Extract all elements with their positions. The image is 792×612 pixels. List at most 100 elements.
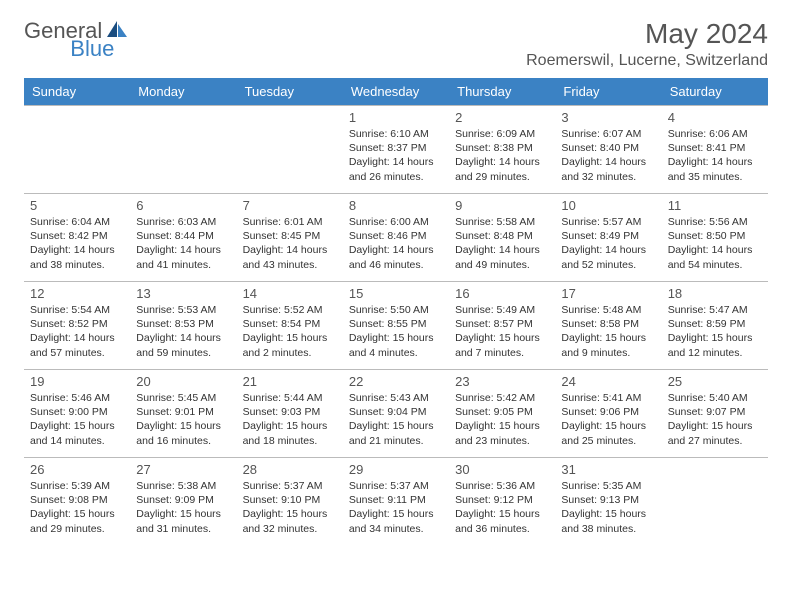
calendar-day-cell: 19 Sunrise: 5:46 AMSunset: 9:00 PMDayligh… <box>24 370 130 458</box>
calendar-day-cell: 11Sunrise: 5:56 AMSunset: 8:50 PMDayligh… <box>662 194 768 282</box>
calendar-day-cell: 10Sunrise: 5:57 AMSunset: 8:49 PMDayligh… <box>555 194 661 282</box>
day-number: 23 <box>455 374 549 389</box>
calendar-day-cell: 30Sunrise: 5:36 AMSunset: 9:12 PMDayligh… <box>449 458 555 546</box>
calendar-table: Sunday Monday Tuesday Wednesday Thursday… <box>24 78 768 546</box>
daylight-line: Daylight: 14 hours and 29 minutes. <box>455 155 549 183</box>
calendar-week-row: 26Sunrise: 5:39 AMSunset: 9:08 PMDayligh… <box>24 458 768 546</box>
sunrise-line: Sunrise: 5:49 AM <box>455 303 549 317</box>
sunset-line: Sunset: 8:54 PM <box>243 317 337 331</box>
day-info: Sunrise: 6:09 AMSunset: 8:38 PMDaylight:… <box>455 127 549 184</box>
day-header: Thursday <box>449 78 555 106</box>
day-header: Sunday <box>24 78 130 106</box>
day-number: 27 <box>136 462 230 477</box>
sunrise-line: Sunrise: 5:46 AM <box>30 391 124 405</box>
daylight-line: Daylight: 15 hours and 21 minutes. <box>349 419 443 447</box>
sunrise-line: Sunrise: 5:53 AM <box>136 303 230 317</box>
daylight-line: Daylight: 15 hours and 34 minutes. <box>349 507 443 535</box>
sunset-line: Sunset: 9:09 PM <box>136 493 230 507</box>
sunset-line: Sunset: 9:12 PM <box>455 493 549 507</box>
day-number: 15 <box>349 286 443 301</box>
sunrise-line: Sunrise: 5:35 AM <box>561 479 655 493</box>
calendar-day-cell <box>662 458 768 546</box>
calendar-week-row: 12 Sunrise: 5:54 AMSunset: 8:52 PMDayligh… <box>24 282 768 370</box>
day-number: 11 <box>668 198 762 213</box>
title-block: May 2024 Roemerswil, Lucerne, Switzerlan… <box>526 18 768 70</box>
day-info: Sunrise: 5:37 AMSunset: 9:10 PMDaylight:… <box>243 479 337 536</box>
calendar-day-cell: 17Sunrise: 5:48 AMSunset: 8:58 PMDayligh… <box>555 282 661 370</box>
calendar-day-cell: 7Sunrise: 6:01 AMSunset: 8:45 PMDaylight… <box>237 194 343 282</box>
daylight-line: Daylight: 14 hours and 43 minutes. <box>243 243 337 271</box>
daylight-line: Daylight: 14 hours and 26 minutes. <box>349 155 443 183</box>
sunset-line: Sunset: 8:59 PM <box>668 317 762 331</box>
day-number: 19 <box>30 374 124 389</box>
day-info: Sunrise: 5:48 AMSunset: 8:58 PMDaylight:… <box>561 303 655 360</box>
daylight-line: Daylight: 14 hours and 35 minutes. <box>668 155 762 183</box>
sunrise-line: Sunrise: 5:45 AM <box>136 391 230 405</box>
calendar-day-cell: 28Sunrise: 5:37 AMSunset: 9:10 PMDayligh… <box>237 458 343 546</box>
calendar-day-cell: 3Sunrise: 6:07 AMSunset: 8:40 PMDaylight… <box>555 106 661 194</box>
sunset-line: Sunset: 8:57 PM <box>455 317 549 331</box>
day-info: Sunrise: 5:42 AMSunset: 9:05 PMDaylight:… <box>455 391 549 448</box>
location: Roemerswil, Lucerne, Switzerland <box>526 52 768 70</box>
sunset-line: Sunset: 8:50 PM <box>668 229 762 243</box>
day-header: Monday <box>130 78 236 106</box>
sunset-line: Sunset: 8:48 PM <box>455 229 549 243</box>
calendar-day-cell: 21Sunrise: 5:44 AMSunset: 9:03 PMDayligh… <box>237 370 343 458</box>
calendar-day-cell: 18Sunrise: 5:47 AMSunset: 8:59 PMDayligh… <box>662 282 768 370</box>
sunrise-line: Sunrise: 5:39 AM <box>30 479 124 493</box>
day-number: 31 <box>561 462 655 477</box>
calendar-week-row: 19 Sunrise: 5:46 AMSunset: 9:00 PMDayligh… <box>24 370 768 458</box>
calendar-day-cell <box>24 106 130 194</box>
sunrise-line: Sunrise: 6:00 AM <box>349 215 443 229</box>
sunrise-line: Sunrise: 5:38 AM <box>136 479 230 493</box>
day-header: Wednesday <box>343 78 449 106</box>
day-info: Sunrise: 5:46 AMSunset: 9:00 PMDaylight:… <box>30 391 124 448</box>
calendar-day-cell: 6Sunrise: 6:03 AMSunset: 8:44 PMDaylight… <box>130 194 236 282</box>
calendar-day-cell: 26Sunrise: 5:39 AMSunset: 9:08 PMDayligh… <box>24 458 130 546</box>
day-number: 9 <box>455 198 549 213</box>
sunset-line: Sunset: 9:05 PM <box>455 405 549 419</box>
sunrise-line: Sunrise: 6:04 AM <box>30 215 124 229</box>
day-info: Sunrise: 5:50 AMSunset: 8:55 PMDaylight:… <box>349 303 443 360</box>
sunrise-line: Sunrise: 5:52 AM <box>243 303 337 317</box>
day-info: Sunrise: 5:58 AMSunset: 8:48 PMDaylight:… <box>455 215 549 272</box>
day-header-row: Sunday Monday Tuesday Wednesday Thursday… <box>24 78 768 106</box>
daylight-line: Daylight: 14 hours and 59 minutes. <box>136 331 230 359</box>
sunrise-line: Sunrise: 5:47 AM <box>668 303 762 317</box>
sunrise-line: Sunrise: 5:43 AM <box>349 391 443 405</box>
sunset-line: Sunset: 8:38 PM <box>455 141 549 155</box>
calendar-day-cell: 8Sunrise: 6:00 AMSunset: 8:46 PMDaylight… <box>343 194 449 282</box>
day-info: Sunrise: 5:57 AMSunset: 8:49 PMDaylight:… <box>561 215 655 272</box>
day-info: Sunrise: 6:06 AMSunset: 8:41 PMDaylight:… <box>668 127 762 184</box>
daylight-line: Daylight: 15 hours and 31 minutes. <box>136 507 230 535</box>
calendar-day-cell <box>237 106 343 194</box>
calendar-day-cell: 4Sunrise: 6:06 AMSunset: 8:41 PMDaylight… <box>662 106 768 194</box>
sunrise-line: Sunrise: 6:10 AM <box>349 127 443 141</box>
sunset-line: Sunset: 8:40 PM <box>561 141 655 155</box>
day-number: 21 <box>243 374 337 389</box>
day-number: 2 <box>455 110 549 125</box>
day-number: 29 <box>349 462 443 477</box>
daylight-line: Daylight: 15 hours and 7 minutes. <box>455 331 549 359</box>
sunset-line: Sunset: 8:41 PM <box>668 141 762 155</box>
day-number: 25 <box>668 374 762 389</box>
sunset-line: Sunset: 8:55 PM <box>349 317 443 331</box>
day-info: Sunrise: 6:04 AMSunset: 8:42 PMDaylight:… <box>30 215 124 272</box>
day-info: Sunrise: 5:54 AMSunset: 8:52 PMDaylight:… <box>30 303 124 360</box>
sunset-line: Sunset: 9:08 PM <box>30 493 124 507</box>
sunrise-line: Sunrise: 5:48 AM <box>561 303 655 317</box>
calendar-day-cell: 1Sunrise: 6:10 AMSunset: 8:37 PMDaylight… <box>343 106 449 194</box>
sunrise-line: Sunrise: 5:37 AM <box>243 479 337 493</box>
sunrise-line: Sunrise: 6:03 AM <box>136 215 230 229</box>
sunrise-line: Sunrise: 5:37 AM <box>349 479 443 493</box>
day-number: 24 <box>561 374 655 389</box>
sunset-line: Sunset: 9:03 PM <box>243 405 337 419</box>
calendar-day-cell: 5Sunrise: 6:04 AMSunset: 8:42 PMDaylight… <box>24 194 130 282</box>
day-number: 12 <box>30 286 124 301</box>
day-info: Sunrise: 5:43 AMSunset: 9:04 PMDaylight:… <box>349 391 443 448</box>
sunrise-line: Sunrise: 5:41 AM <box>561 391 655 405</box>
day-info: Sunrise: 5:39 AMSunset: 9:08 PMDaylight:… <box>30 479 124 536</box>
day-info: Sunrise: 5:40 AMSunset: 9:07 PMDaylight:… <box>668 391 762 448</box>
calendar-day-cell: 24Sunrise: 5:41 AMSunset: 9:06 PMDayligh… <box>555 370 661 458</box>
daylight-line: Daylight: 14 hours and 57 minutes. <box>30 331 124 359</box>
